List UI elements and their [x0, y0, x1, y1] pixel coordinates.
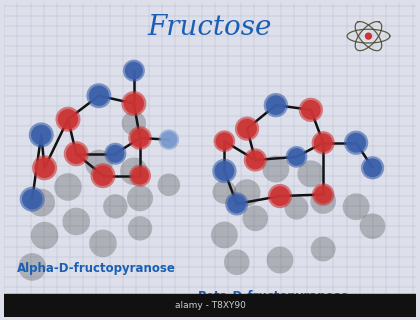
Point [234, 260, 240, 265]
Point [221, 139, 228, 144]
Bar [4, 294, 416, 317]
Point [100, 173, 106, 178]
Point [95, 93, 102, 98]
Point [131, 101, 137, 106]
Point [136, 135, 143, 140]
Point [273, 102, 279, 108]
Point [369, 224, 376, 229]
Point [38, 132, 45, 138]
Point [234, 201, 240, 206]
Point [100, 241, 106, 246]
Point [353, 204, 360, 209]
Point [277, 258, 284, 263]
Point [293, 154, 300, 159]
Point [136, 173, 143, 178]
Point [293, 205, 300, 210]
Point [65, 184, 71, 189]
Point [131, 169, 137, 174]
Point [136, 226, 143, 231]
Point [273, 166, 279, 172]
Point [252, 216, 259, 221]
Point [29, 196, 36, 202]
Point [244, 126, 250, 131]
Point [38, 132, 45, 138]
Point [244, 126, 250, 131]
Point [136, 196, 143, 201]
Point [307, 107, 314, 112]
Point [131, 68, 137, 73]
Point [320, 192, 327, 197]
Point [29, 196, 36, 202]
Text: Fructose: Fructose [148, 14, 272, 41]
Point [112, 151, 119, 156]
Point [273, 102, 279, 108]
Point [353, 140, 360, 145]
Point [41, 233, 48, 238]
Point [252, 157, 259, 163]
Point [112, 204, 119, 209]
Point [38, 200, 45, 205]
Point [131, 101, 137, 106]
Point [320, 246, 327, 252]
Point [369, 165, 376, 170]
Point [320, 140, 327, 145]
Point [65, 117, 71, 122]
Point [29, 264, 36, 269]
Point [41, 165, 48, 170]
Point [252, 157, 259, 163]
Point [73, 151, 80, 156]
Point [65, 117, 71, 122]
Point [112, 151, 119, 156]
Point [234, 201, 240, 206]
Point [293, 154, 300, 159]
Point [136, 135, 143, 140]
Point [307, 107, 314, 112]
Point [100, 173, 106, 178]
Point [41, 165, 48, 170]
Point [131, 121, 137, 126]
Point [165, 182, 172, 187]
Point [369, 165, 376, 170]
Point [165, 137, 172, 142]
Point [221, 232, 228, 237]
Point [165, 137, 172, 142]
Point [136, 173, 143, 178]
Point [73, 219, 80, 224]
Point [131, 68, 137, 73]
Point [320, 140, 327, 145]
Point [320, 198, 327, 204]
Text: alamy - T8XY90: alamy - T8XY90 [175, 301, 245, 310]
Point [307, 171, 314, 176]
Point [221, 139, 228, 144]
Point [277, 194, 284, 199]
Point [277, 194, 284, 199]
Point [95, 93, 102, 98]
Point [221, 168, 228, 173]
Point [320, 192, 327, 197]
Text: Alpha-D-fructopyranose: Alpha-D-fructopyranose [16, 262, 176, 275]
Point [244, 190, 250, 195]
Point [353, 140, 360, 145]
Point [95, 161, 102, 166]
Point [221, 168, 228, 173]
Point [221, 189, 228, 195]
Text: Beta-D-fructopyranose: Beta-D-fructopyranose [198, 290, 349, 303]
Point [365, 34, 372, 39]
Point [73, 151, 80, 156]
